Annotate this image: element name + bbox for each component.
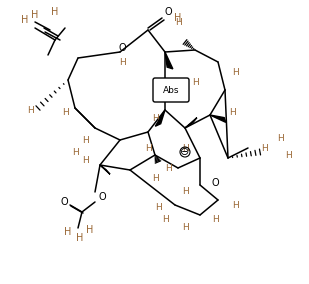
Text: O: O [211, 178, 219, 188]
Text: H: H [72, 147, 78, 156]
Text: H: H [152, 174, 159, 183]
Text: O: O [98, 192, 106, 202]
Text: Abs: Abs [163, 85, 179, 95]
Text: H: H [262, 143, 269, 153]
Text: H: H [51, 7, 59, 17]
Text: H: H [27, 105, 33, 114]
Text: H: H [162, 216, 168, 224]
Polygon shape [155, 110, 165, 126]
Text: H: H [175, 18, 181, 26]
Text: H: H [174, 13, 182, 23]
Text: ⊖: ⊖ [180, 147, 190, 157]
Polygon shape [100, 165, 110, 174]
FancyBboxPatch shape [153, 78, 189, 102]
Polygon shape [210, 115, 226, 122]
Text: H: H [229, 108, 235, 116]
Text: H: H [154, 204, 161, 212]
Text: H: H [86, 225, 94, 235]
Text: H: H [21, 15, 29, 25]
Text: H: H [182, 143, 188, 153]
Text: H: H [82, 135, 88, 145]
Text: H: H [165, 164, 171, 172]
Text: H: H [119, 57, 125, 66]
Text: H: H [76, 233, 84, 243]
Text: H: H [61, 108, 68, 116]
Text: H: H [182, 187, 188, 197]
Text: H: H [232, 201, 238, 210]
Text: H: H [145, 143, 151, 153]
Text: H: H [277, 133, 283, 143]
Polygon shape [185, 118, 197, 128]
Text: O: O [164, 7, 172, 17]
Text: H: H [192, 78, 198, 87]
Text: H: H [182, 224, 188, 233]
Text: H: H [285, 151, 291, 160]
Text: O: O [60, 197, 68, 207]
Text: O: O [118, 43, 126, 53]
Text: H: H [31, 10, 39, 20]
Polygon shape [165, 52, 173, 69]
Text: H: H [64, 227, 72, 237]
Text: H: H [152, 114, 159, 122]
Text: H: H [82, 156, 88, 164]
Text: H: H [232, 68, 238, 76]
Text: H: H [212, 216, 218, 224]
